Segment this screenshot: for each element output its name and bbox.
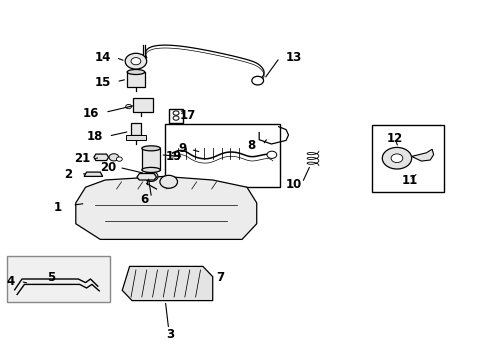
Text: 18: 18 [87, 130, 103, 143]
Circle shape [173, 116, 179, 120]
Text: 20: 20 [100, 161, 117, 174]
Text: 2: 2 [64, 168, 72, 181]
Circle shape [125, 53, 146, 69]
Text: 3: 3 [166, 328, 174, 341]
Ellipse shape [142, 146, 160, 151]
Text: 1: 1 [54, 201, 61, 213]
Text: 4: 4 [7, 275, 15, 288]
Circle shape [266, 151, 276, 158]
Bar [126, 135, 145, 140]
Text: 10: 10 [285, 178, 301, 191]
Circle shape [173, 111, 179, 115]
Circle shape [390, 154, 402, 163]
Bar [142, 148, 160, 170]
Text: 17: 17 [180, 109, 196, 122]
Circle shape [160, 175, 177, 188]
Polygon shape [94, 154, 108, 161]
Bar [131, 123, 141, 135]
Ellipse shape [142, 167, 160, 172]
Bar [168, 109, 183, 123]
Polygon shape [84, 172, 102, 176]
Bar [165, 124, 280, 187]
Polygon shape [411, 149, 433, 161]
Circle shape [125, 104, 131, 109]
Polygon shape [137, 174, 156, 180]
Circle shape [116, 157, 122, 161]
Text: 8: 8 [247, 139, 255, 152]
Text: 13: 13 [285, 51, 301, 64]
Text: 11: 11 [401, 174, 417, 187]
Text: 14: 14 [94, 51, 111, 64]
Text: 6: 6 [140, 193, 148, 206]
Circle shape [109, 154, 119, 161]
Ellipse shape [127, 69, 144, 75]
Text: 15: 15 [94, 76, 111, 89]
Text: 21: 21 [74, 152, 90, 165]
Text: 7: 7 [216, 271, 224, 284]
Text: 5: 5 [47, 271, 55, 284]
Text: 9: 9 [178, 142, 186, 155]
Text: 16: 16 [82, 107, 99, 120]
Bar [7, 256, 110, 302]
Circle shape [131, 58, 141, 65]
Bar [133, 98, 153, 112]
Polygon shape [76, 176, 256, 239]
Bar [371, 125, 443, 192]
Circle shape [382, 148, 411, 169]
Bar [127, 72, 144, 87]
Circle shape [251, 76, 263, 85]
Polygon shape [122, 266, 212, 301]
Text: 19: 19 [165, 150, 182, 163]
Text: 12: 12 [386, 132, 403, 145]
